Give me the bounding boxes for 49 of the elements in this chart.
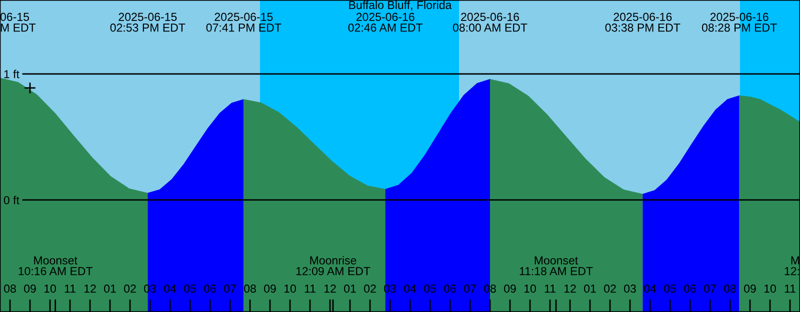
x-tick-label: 06: [204, 284, 216, 293]
x-tick-label: 10: [44, 284, 56, 293]
x-tick-label: 07: [224, 284, 236, 293]
annotation: 2025-06-16 02:46 AM EDT: [348, 12, 423, 32]
x-tick-label: 07: [464, 284, 476, 293]
annotation: 2025-06-16 03:38 PM EDT: [605, 12, 680, 32]
x-tick-label: 03: [624, 284, 636, 293]
annotation: Moonrise 12:09 AM EDT: [296, 256, 370, 276]
x-tick-label: 08: [4, 284, 16, 293]
x-tick-label: 12: [84, 284, 96, 293]
x-tick-label: 09: [504, 284, 516, 293]
x-tick-label: 08: [724, 284, 736, 293]
x-tick-label: 01: [344, 284, 356, 293]
x-tick-label: 01: [584, 284, 596, 293]
x-tick-label: 08: [484, 284, 496, 293]
x-tick-label: 12: [324, 284, 336, 293]
x-tick-label: 08: [244, 284, 256, 293]
x-tick-label: 09: [24, 284, 36, 293]
x-tick-label: 10: [764, 284, 776, 293]
x-tick-label: 04: [164, 284, 176, 293]
x-tick-label: 12: [564, 284, 576, 293]
x-tick-label: 07: [704, 284, 716, 293]
x-tick-label: 05: [424, 284, 436, 293]
x-tick-label: 10: [284, 284, 296, 293]
x-tick-label: 11: [784, 284, 796, 293]
chart-title: Buffalo Bluff, Florida: [349, 0, 452, 10]
y-tick-label: 1 ft: [4, 70, 20, 78]
x-tick-label: 05: [184, 284, 196, 293]
x-tick-label: 04: [644, 284, 656, 293]
x-tick-label: 02: [604, 284, 616, 293]
x-tick-label: 02: [124, 284, 136, 293]
x-tick-label: 06: [444, 284, 456, 293]
x-tick-label: 02: [364, 284, 376, 293]
annotation: Moonset 10:16 AM EDT: [18, 256, 93, 276]
annotation: M 12:: [784, 256, 800, 276]
x-tick-label: 09: [264, 284, 276, 293]
annotation: Moonset 11:18 AM EDT: [520, 256, 593, 276]
annotation: 06-15 M EDT: [0, 12, 36, 32]
x-tick-label: 06: [684, 284, 696, 293]
x-tick-label: 10: [524, 284, 536, 293]
x-tick-label: 09: [744, 284, 756, 293]
x-tick-label: 01: [104, 284, 116, 293]
y-tick-label: 0 ft: [4, 196, 20, 204]
x-tick-label: 05: [664, 284, 676, 293]
x-tick-label: 04: [404, 284, 416, 293]
x-tick-label: 11: [304, 284, 316, 293]
x-tick-label: 11: [544, 284, 556, 293]
x-tick-label: 11: [64, 284, 76, 293]
annotation: 2025-06-15 02:53 PM EDT: [110, 12, 186, 32]
